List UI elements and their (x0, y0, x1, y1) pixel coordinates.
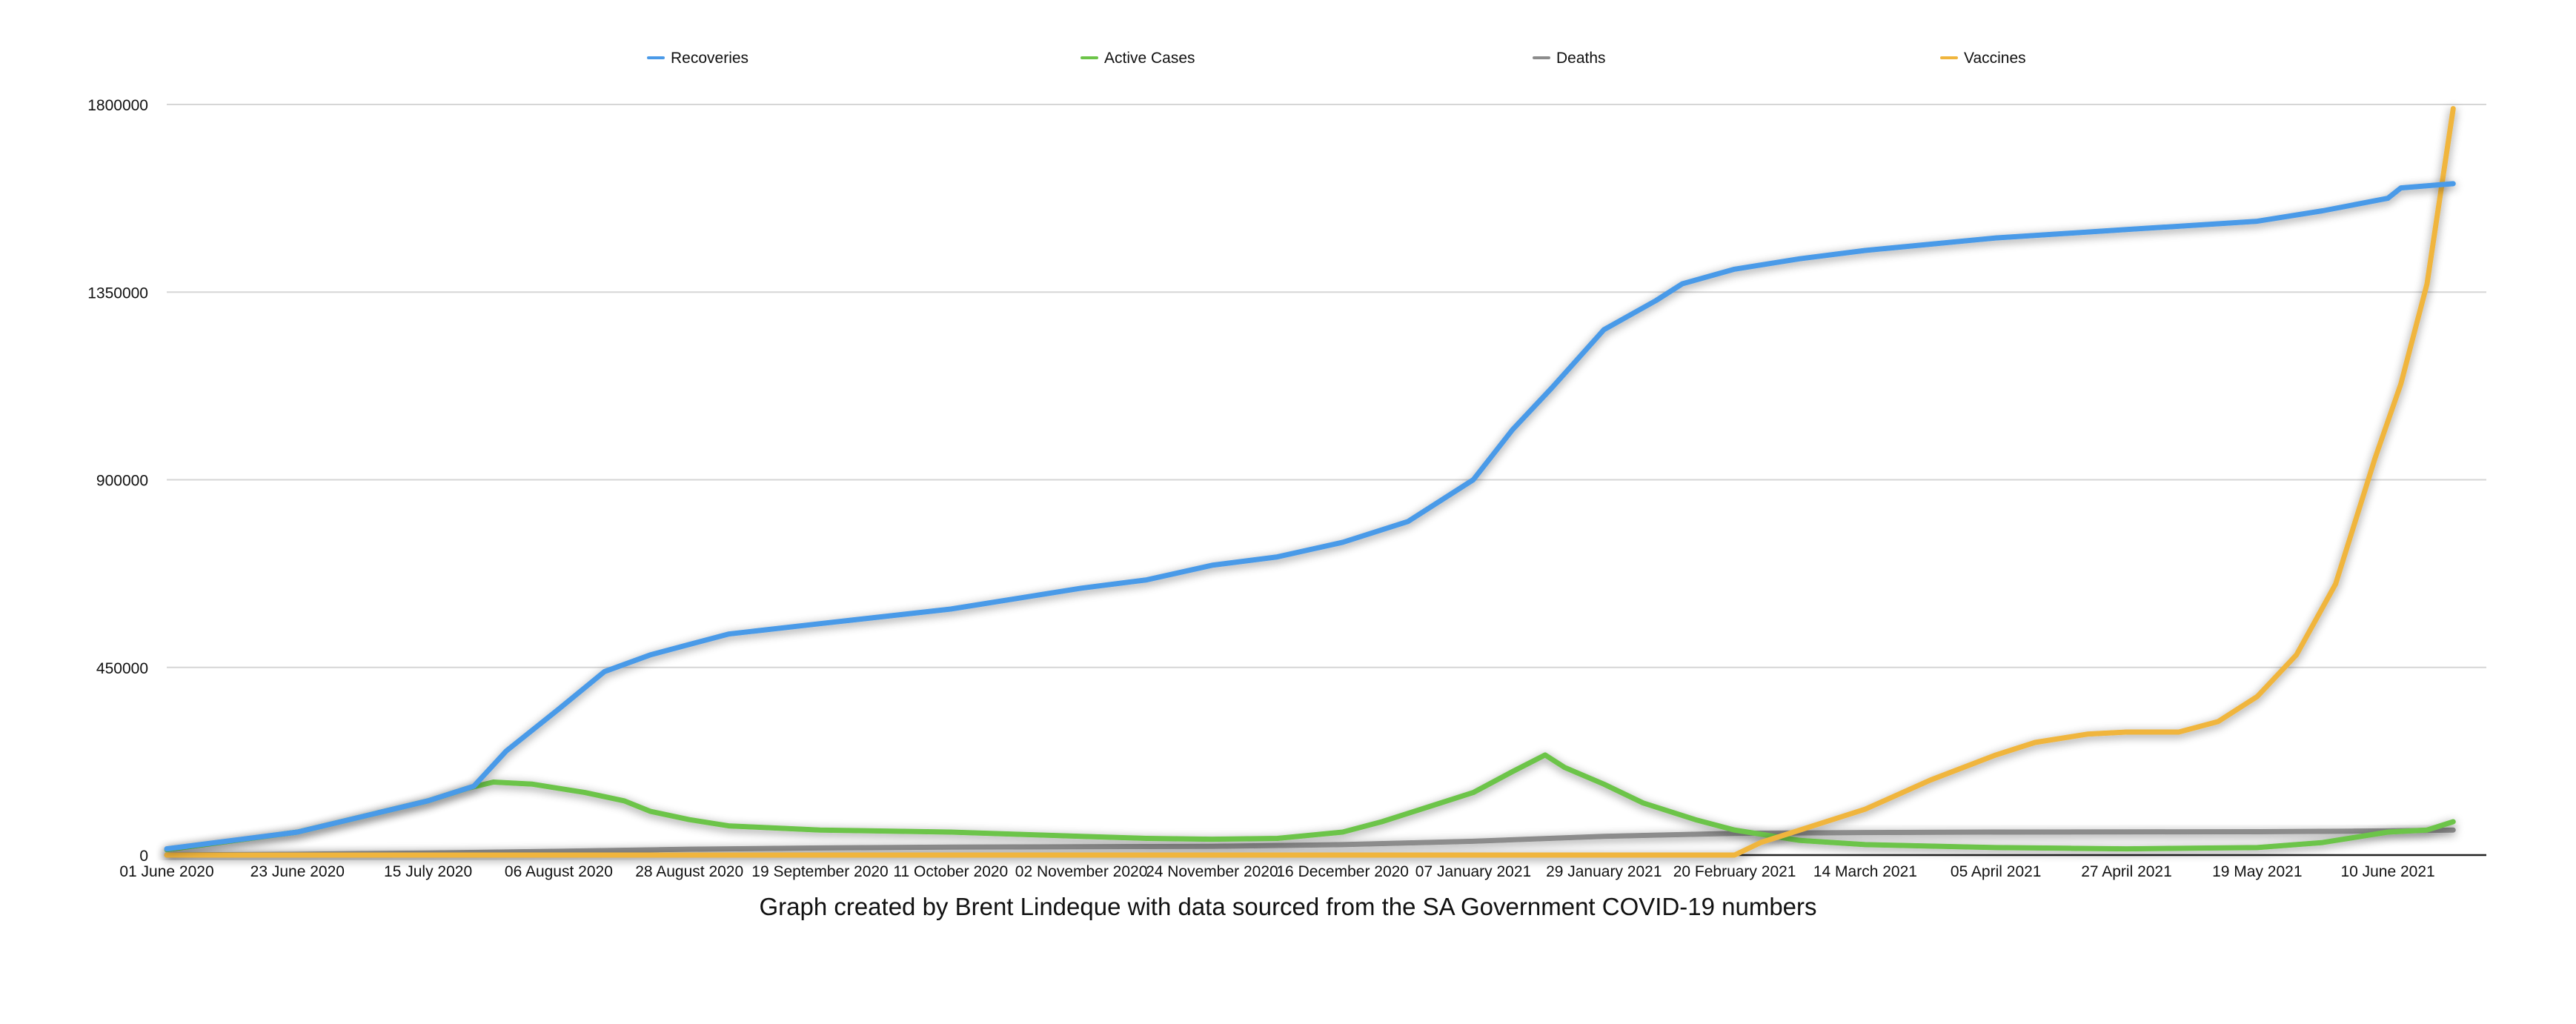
x-tick-label: 15 July 2020 (384, 863, 472, 880)
y-axis-labels: 0 450000 900000 1350000 1800000 (87, 97, 148, 865)
series-line-vaccines (164, 106, 2456, 858)
x-tick-label: 29 January 2021 (1546, 863, 1662, 880)
chart-caption: Graph created by Brent Lindeque with dat… (759, 893, 1817, 920)
x-tick-label: 06 August 2020 (505, 863, 613, 880)
x-tick-label: 19 May 2021 (2212, 863, 2302, 880)
x-tick-label: 16 December 2020 (1276, 863, 1409, 880)
series-lines (164, 106, 2456, 858)
series-line-deaths (164, 827, 2456, 858)
y-tick-label: 1800000 (87, 97, 148, 114)
x-tick-label: 28 August 2020 (635, 863, 743, 880)
x-tick-label: 11 October 2020 (893, 863, 1008, 880)
x-tick-label: 23 June 2020 (250, 863, 345, 880)
legend-label-recoveries: Recoveries (671, 50, 748, 67)
x-tick-label: 05 April 2021 (1951, 863, 2042, 880)
series-line-recoveries (164, 181, 2456, 852)
y-tick-label: 1350000 (87, 285, 148, 302)
legend-label-active-cases: Active Cases (1104, 50, 1195, 67)
x-tick-label: 07 January 2021 (1415, 863, 1531, 880)
x-tick-label: 20 February 2021 (1673, 863, 1796, 880)
x-tick-label: 27 April 2021 (2081, 863, 2172, 880)
x-tick-label: 01 June 2020 (119, 863, 213, 880)
series-line-active-cases (164, 752, 2456, 853)
legend-label-vaccines: Vaccines (1964, 50, 2026, 67)
gridlines (167, 104, 2486, 668)
x-tick-label: 24 November 2020 (1146, 863, 1278, 880)
legend-label-deaths: Deaths (1556, 50, 1606, 67)
x-tick-label: 19 September 2020 (751, 863, 888, 880)
y-tick-label: 0 (139, 848, 148, 865)
x-tick-label: 10 June 2021 (2340, 863, 2434, 880)
x-axis-labels: 01 June 2020 23 June 2020 15 July 2020 06 A… (119, 863, 2434, 880)
y-tick-label: 450000 (96, 660, 148, 677)
x-tick-label: 02 November 2020 (1015, 863, 1148, 880)
y-tick-label: 900000 (96, 473, 148, 490)
x-tick-label: 14 March 2021 (1813, 863, 1917, 880)
legend: Recoveries Active Cases Deaths Vaccines (647, 50, 2026, 67)
